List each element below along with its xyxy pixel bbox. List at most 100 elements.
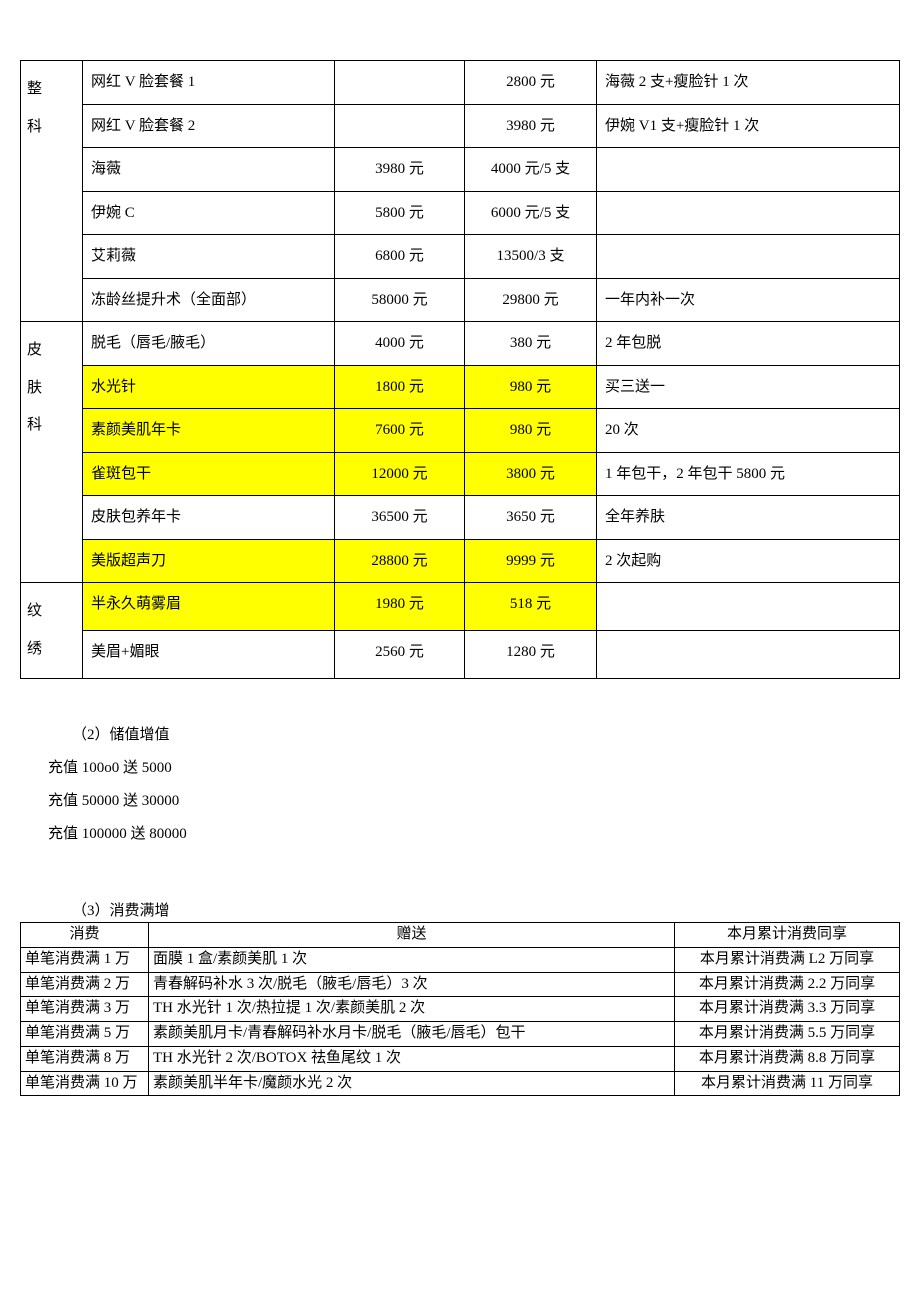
gift-row: 单笔消费满 10 万素颜美肌半年卡/魔颜水光 2 次本月累计消费满 11 万同享 (21, 1071, 900, 1096)
price2-cell: 1280 元 (465, 631, 597, 679)
category-cell: 皮肤科 (21, 322, 83, 583)
item-cell: 雀斑包干 (83, 452, 335, 496)
table-row: 艾莉薇6800 元13500/3 支 (21, 235, 900, 279)
price2-cell: 518 元 (465, 583, 597, 631)
item-cell: 素颜美肌年卡 (83, 409, 335, 453)
table-row: 整科网红 V 脸套餐 12800 元海薇 2 支+瘦脸针 1 次 (21, 61, 900, 105)
price1-cell: 2560 元 (335, 631, 465, 679)
price1-cell: 28800 元 (335, 539, 465, 583)
note-cell (597, 191, 900, 235)
table-row: 伊婉 C5800 元6000 元/5 支 (21, 191, 900, 235)
gift-consume-cell: 单笔消费满 2 万 (21, 972, 149, 997)
gift-cumulative-cell: 本月累计消费满 2.2 万同享 (675, 972, 900, 997)
gift-gift-cell: 素颜美肌半年卡/魔颜水光 2 次 (149, 1071, 675, 1096)
price1-cell: 1800 元 (335, 365, 465, 409)
gift-cumulative-cell: 本月累计消费满 11 万同享 (675, 1071, 900, 1096)
note-cell: 全年养肤 (597, 496, 900, 540)
item-cell: 皮肤包养年卡 (83, 496, 335, 540)
price2-cell: 29800 元 (465, 278, 597, 322)
gift-row: 单笔消费满 1 万面膜 1 盒/素颜美肌 1 次本月累计消费满 L2 万同享 (21, 947, 900, 972)
note-cell (597, 235, 900, 279)
item-cell: 半永久萌雾眉 (83, 583, 335, 631)
note-cell: 2 年包脱 (597, 322, 900, 366)
gift-consume-cell: 单笔消费满 1 万 (21, 947, 149, 972)
section-2-line: 充值 50000 送 30000 (48, 785, 900, 818)
note-cell: 1 年包干，2 年包干 5800 元 (597, 452, 900, 496)
gift-row: 单笔消费满 3 万TH 水光针 1 次/热拉提 1 次/素颜美肌 2 次本月累计… (21, 997, 900, 1022)
price2-cell: 4000 元/5 支 (465, 148, 597, 192)
note-cell: 伊婉 V1 支+瘦脸针 1 次 (597, 104, 900, 148)
price1-cell: 12000 元 (335, 452, 465, 496)
gift-table: 消费 赠送 本月累计消费同享 单笔消费满 1 万面膜 1 盒/素颜美肌 1 次本… (20, 922, 900, 1096)
price1-cell: 3980 元 (335, 148, 465, 192)
note-cell: 买三送一 (597, 365, 900, 409)
table-row: 素颜美肌年卡7600 元980 元20 次 (21, 409, 900, 453)
category-cell: 纹绣 (21, 583, 83, 679)
gift-header-consume: 消费 (21, 923, 149, 948)
note-cell: 20 次 (597, 409, 900, 453)
price2-cell: 380 元 (465, 322, 597, 366)
gift-cumulative-cell: 本月累计消费满 8.8 万同享 (675, 1046, 900, 1071)
note-cell: 2 次起购 (597, 539, 900, 583)
item-cell: 美版超声刀 (83, 539, 335, 583)
note-cell (597, 148, 900, 192)
table-row: 海薇3980 元4000 元/5 支 (21, 148, 900, 192)
table-row: 皮肤包养年卡36500 元3650 元全年养肤 (21, 496, 900, 540)
category-cell: 整科 (21, 61, 83, 322)
table-row: 水光针1800 元980 元买三送一 (21, 365, 900, 409)
gift-row: 单笔消费满 5 万素颜美肌月卡/青春解码补水月卡/脱毛（腋毛/唇毛）包干本月累计… (21, 1022, 900, 1047)
gift-consume-cell: 单笔消费满 10 万 (21, 1071, 149, 1096)
price1-cell (335, 104, 465, 148)
price2-cell: 2800 元 (465, 61, 597, 105)
section-2-line: 充值 100o0 送 5000 (48, 752, 900, 785)
price2-cell: 3980 元 (465, 104, 597, 148)
section-2-title: （2）储值增值 (48, 719, 900, 752)
gift-gift-cell: TH 水光针 2 次/BOTOX 祛鱼尾纹 1 次 (149, 1046, 675, 1071)
item-cell: 脱毛（唇毛/腋毛） (83, 322, 335, 366)
gift-table-header-row: 消费 赠送 本月累计消费同享 (21, 923, 900, 948)
item-cell: 美眉+媚眼 (83, 631, 335, 679)
item-cell: 网红 V 脸套餐 1 (83, 61, 335, 105)
gift-cumulative-cell: 本月累计消费满 3.3 万同享 (675, 997, 900, 1022)
note-cell: 海薇 2 支+瘦脸针 1 次 (597, 61, 900, 105)
item-cell: 伊婉 C (83, 191, 335, 235)
item-cell: 海薇 (83, 148, 335, 192)
price1-cell: 7600 元 (335, 409, 465, 453)
table-row: 冻龄丝提升术（全面部）58000 元29800 元一年内补一次 (21, 278, 900, 322)
price1-cell: 58000 元 (335, 278, 465, 322)
price2-cell: 13500/3 支 (465, 235, 597, 279)
price1-cell: 4000 元 (335, 322, 465, 366)
note-cell (597, 583, 900, 631)
price2-cell: 980 元 (465, 409, 597, 453)
note-cell: 一年内补一次 (597, 278, 900, 322)
gift-gift-cell: 面膜 1 盒/素颜美肌 1 次 (149, 947, 675, 972)
table-row: 纹绣半永久萌雾眉1980 元518 元 (21, 583, 900, 631)
gift-consume-cell: 单笔消费满 8 万 (21, 1046, 149, 1071)
gift-gift-cell: TH 水光针 1 次/热拉提 1 次/素颜美肌 2 次 (149, 997, 675, 1022)
price1-cell (335, 61, 465, 105)
price1-cell: 5800 元 (335, 191, 465, 235)
gift-cumulative-cell: 本月累计消费满 5.5 万同享 (675, 1022, 900, 1047)
gift-row: 单笔消费满 8 万TH 水光针 2 次/BOTOX 祛鱼尾纹 1 次本月累计消费… (21, 1046, 900, 1071)
pricing-table: 整科网红 V 脸套餐 12800 元海薇 2 支+瘦脸针 1 次网红 V 脸套餐… (20, 60, 900, 679)
table-row: 美版超声刀28800 元9999 元2 次起购 (21, 539, 900, 583)
price2-cell: 3800 元 (465, 452, 597, 496)
item-cell: 网红 V 脸套餐 2 (83, 104, 335, 148)
table-row: 皮肤科脱毛（唇毛/腋毛）4000 元380 元2 年包脱 (21, 322, 900, 366)
gift-cumulative-cell: 本月累计消费满 L2 万同享 (675, 947, 900, 972)
price1-cell: 1980 元 (335, 583, 465, 631)
gift-gift-cell: 素颜美肌月卡/青春解码补水月卡/脱毛（腋毛/唇毛）包干 (149, 1022, 675, 1047)
price2-cell: 980 元 (465, 365, 597, 409)
item-cell: 冻龄丝提升术（全面部） (83, 278, 335, 322)
price2-cell: 9999 元 (465, 539, 597, 583)
table-row: 网红 V 脸套餐 2 3980 元伊婉 V1 支+瘦脸针 1 次 (21, 104, 900, 148)
section-2: （2）储值增值 充值 100o0 送 5000 充值 50000 送 30000… (20, 719, 900, 851)
table-row: 雀斑包干12000 元3800 元1 年包干，2 年包干 5800 元 (21, 452, 900, 496)
gift-consume-cell: 单笔消费满 3 万 (21, 997, 149, 1022)
gift-header-gift: 赠送 (149, 923, 675, 948)
item-cell: 水光针 (83, 365, 335, 409)
table-row: 美眉+媚眼2560 元1280 元 (21, 631, 900, 679)
section-2-line: 充值 100000 送 80000 (48, 818, 900, 851)
note-cell (597, 631, 900, 679)
gift-row: 单笔消费满 2 万青春解码补水 3 次/脱毛（腋毛/唇毛）3 次本月累计消费满 … (21, 972, 900, 997)
